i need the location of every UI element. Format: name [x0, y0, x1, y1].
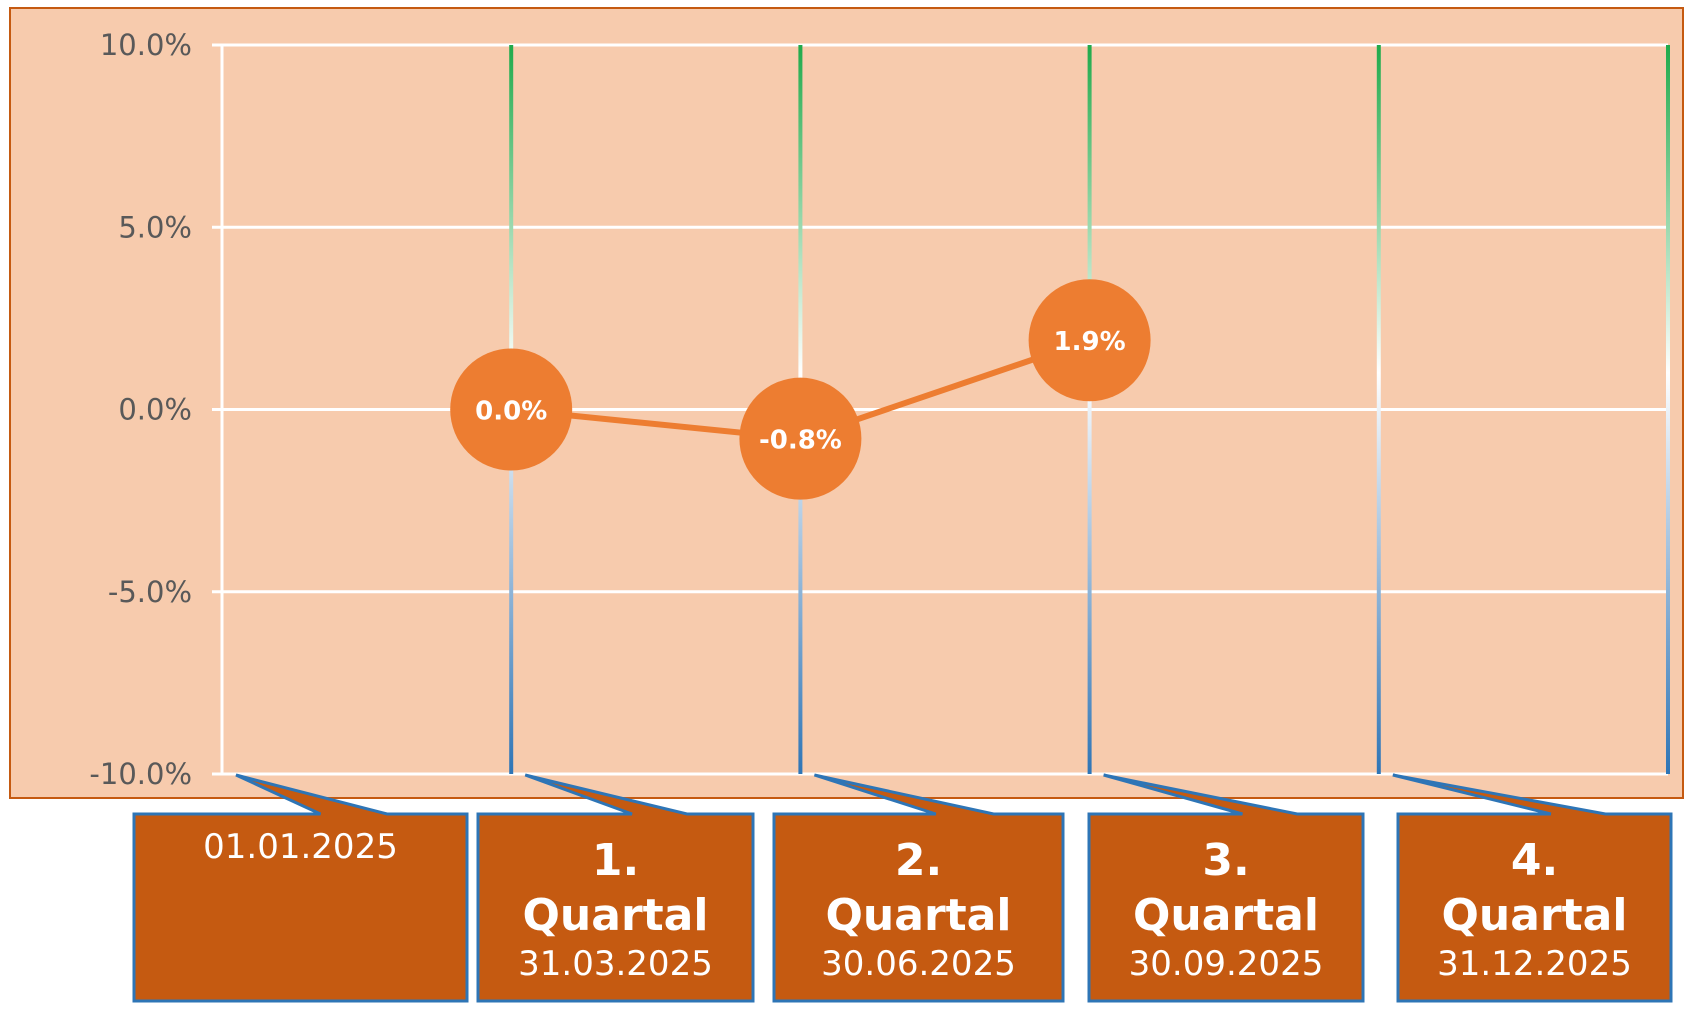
y-tick-label: -10.0%	[89, 757, 192, 791]
callout-box	[1087, 773, 1365, 1003]
callout-quarter-word: Quartal	[1442, 890, 1628, 941]
data-label: -0.8%	[759, 426, 842, 456]
y-tick-label: 0.0%	[118, 393, 192, 427]
y-tick-label: -5.0%	[108, 575, 192, 609]
callout-quarter-number: 4.	[1511, 835, 1558, 886]
data-point-marker	[1028, 279, 1151, 402]
callout-date: 01.01.2025	[203, 827, 398, 867]
period-callouts: 01.01.2025 1.Quartal31.03.20252.Quartal30…	[132, 773, 1673, 1003]
data-label: 1.9%	[1054, 327, 1126, 357]
data-label: 0.0%	[475, 397, 547, 427]
callout-quarter-number: 2.	[895, 835, 942, 886]
callout-date: 31.03.2025	[518, 944, 713, 984]
y-axis-tick-labels: 10.0% 5.0% 0.0% -5.0% -10.0%	[89, 28, 192, 791]
data-point-marker	[450, 348, 573, 471]
callout-box	[132, 773, 469, 1003]
callout-date: 30.06.2025	[821, 944, 1016, 984]
callout-quarter-number: 1.	[592, 835, 639, 886]
quarter-marker-line	[1666, 45, 1670, 774]
y-tick-label: 5.0%	[118, 210, 192, 244]
callout-quarter-number: 3.	[1202, 835, 1249, 886]
period-callout: 01.01.2025	[132, 773, 469, 1003]
callout-box	[772, 773, 1065, 1003]
callout-date: 31.12.2025	[1437, 944, 1632, 984]
data-points: 0.0% -0.8% 1.9%	[450, 279, 1151, 500]
callout-quarter-word: Quartal	[1133, 890, 1319, 941]
quarter-marker-line	[1087, 45, 1092, 774]
y-tick-label: 10.0%	[100, 28, 192, 62]
callout-quarter-word: Quartal	[523, 890, 709, 941]
callout-box	[476, 773, 755, 1003]
quarter-marker-line	[1376, 45, 1381, 774]
callout-date: 30.09.2025	[1129, 944, 1324, 984]
callout-box	[1392, 773, 1673, 1003]
callout-quarter-word: Quartal	[826, 890, 1012, 941]
data-point-marker	[739, 377, 862, 500]
